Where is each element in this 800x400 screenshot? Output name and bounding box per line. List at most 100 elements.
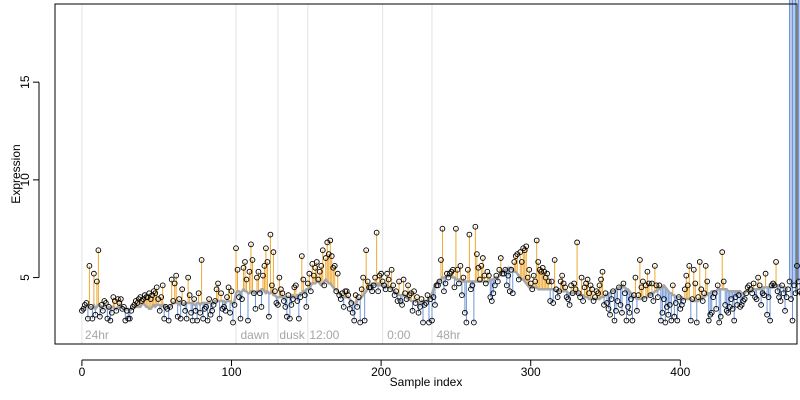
data-point — [661, 296, 667, 302]
data-point — [188, 309, 194, 316]
data-point — [756, 282, 763, 289]
data-point — [623, 317, 630, 324]
data-point — [574, 239, 580, 246]
data-point — [551, 257, 558, 263]
data-point — [156, 307, 163, 314]
data-point — [354, 304, 361, 310]
data-point — [598, 276, 604, 283]
data-point — [485, 272, 492, 279]
data-point — [502, 266, 509, 273]
data-point — [396, 278, 402, 285]
data-point — [83, 300, 90, 306]
data-point — [750, 280, 757, 287]
data-point — [348, 300, 355, 306]
data-point — [252, 305, 259, 312]
data-point — [509, 290, 516, 297]
data-point — [237, 315, 244, 322]
data-point — [333, 288, 340, 295]
data-point — [771, 282, 778, 289]
data-point — [429, 317, 435, 324]
data-point — [239, 296, 245, 302]
data-point — [545, 278, 552, 285]
data-point — [640, 278, 646, 285]
data-point — [411, 288, 417, 295]
data-point — [628, 296, 634, 302]
data-point — [388, 266, 395, 273]
data-point — [390, 282, 396, 289]
data-point — [607, 311, 613, 318]
data-point — [705, 317, 712, 324]
data-point — [566, 302, 573, 308]
data-point — [556, 288, 562, 295]
data-point — [275, 302, 281, 308]
data-point — [524, 274, 531, 281]
data-point — [415, 309, 422, 316]
data-point — [194, 317, 200, 324]
data-point — [370, 282, 377, 289]
data-point — [602, 290, 609, 297]
data-point — [653, 282, 660, 289]
data-point — [430, 294, 437, 300]
data-point — [559, 272, 565, 279]
data-point — [693, 319, 700, 326]
data-point — [346, 305, 353, 312]
data-point — [113, 307, 120, 314]
data-point — [228, 288, 235, 295]
data-point — [465, 266, 471, 273]
data-point — [373, 229, 380, 236]
region-labels: 24hr dawn dusk 12:00 0:00 48hr — [85, 328, 461, 342]
data-point — [490, 290, 497, 297]
data-point — [731, 317, 738, 324]
data-point — [248, 241, 254, 248]
data-point — [294, 298, 301, 304]
data-point — [795, 278, 800, 285]
data-point — [497, 255, 504, 261]
axes: 0 100 200 300 400 5 10 15 — [18, 75, 691, 379]
data-point — [258, 304, 265, 310]
data-point — [714, 282, 721, 289]
data-point — [441, 288, 447, 295]
data-point — [717, 313, 724, 320]
data-point — [655, 294, 661, 300]
data-point — [493, 272, 500, 279]
data-point — [100, 307, 106, 314]
data-point — [616, 284, 622, 291]
data-point — [106, 304, 112, 310]
plot-frame — [54, 3, 798, 345]
region-boundaries — [81, 4, 433, 344]
data-point — [454, 266, 461, 273]
data-point — [722, 302, 729, 308]
data-point — [243, 276, 250, 283]
data-point — [345, 292, 352, 298]
data-point — [635, 292, 642, 298]
data-point — [209, 307, 215, 314]
data-point — [402, 290, 408, 297]
data-point — [191, 296, 197, 302]
data-point — [185, 274, 191, 281]
x-tick-label: 300 — [521, 365, 541, 379]
data-point — [719, 249, 726, 256]
data-point — [788, 296, 794, 302]
data-point — [171, 280, 178, 287]
data-point — [704, 278, 711, 285]
data-point — [400, 276, 407, 283]
data-point — [176, 296, 183, 302]
data-point — [261, 262, 268, 269]
data-point — [349, 309, 356, 316]
data-point — [285, 292, 292, 298]
data-point — [355, 294, 362, 300]
data-point — [469, 282, 476, 289]
data-point — [554, 294, 561, 300]
data-point — [152, 290, 159, 297]
data-point — [103, 300, 109, 306]
data-point — [167, 304, 174, 310]
region-label-dusk: dusk — [279, 328, 305, 342]
data-point — [328, 253, 335, 259]
data-point — [518, 259, 525, 265]
data-point — [372, 274, 378, 281]
data-point — [394, 298, 401, 304]
data-point — [92, 311, 99, 318]
data-point — [634, 307, 640, 314]
data-point — [565, 296, 571, 302]
data-point — [224, 294, 230, 300]
